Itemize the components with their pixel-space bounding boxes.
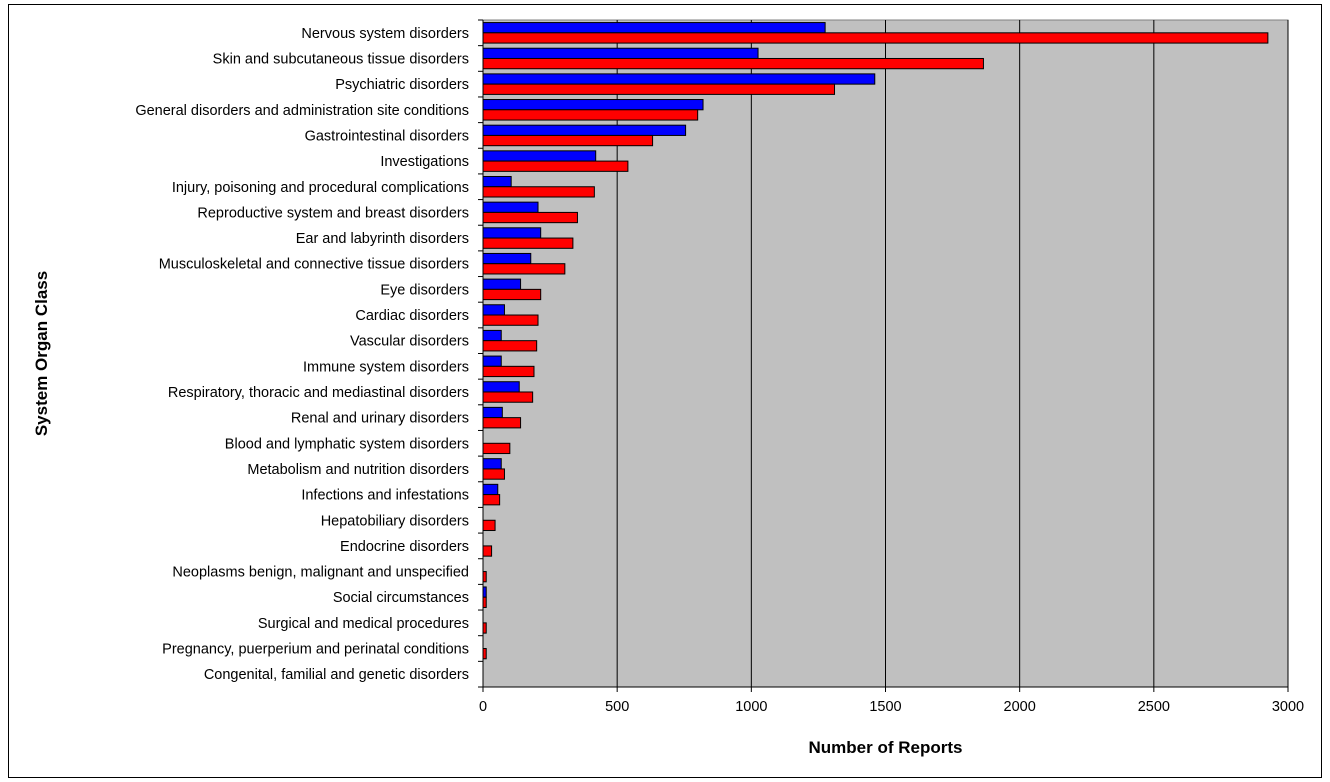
x-axis-title: Number of Reports	[809, 738, 963, 757]
bar	[482, 365, 535, 378]
bar	[482, 124, 687, 136]
category-label: Surgical and medical procedures	[258, 616, 469, 632]
bar	[482, 160, 629, 172]
category-label: Immune system disorders	[303, 359, 469, 375]
x-tick-label: 500	[605, 699, 629, 715]
x-tick-label: 3000	[1272, 699, 1304, 715]
bar	[482, 314, 539, 326]
category-label: Pregnancy, puerperium and perinatal cond…	[162, 642, 469, 658]
x-tick-labels: 0 500 1000 1500 2000 2500 3000	[479, 687, 1304, 715]
bar	[482, 22, 826, 34]
bar	[482, 519, 496, 532]
bar	[482, 391, 534, 403]
bar	[482, 458, 502, 470]
category-label: Respiratory, thoracic and mediastinal di…	[168, 385, 469, 401]
bar	[482, 109, 699, 121]
bar	[482, 304, 505, 316]
bar	[482, 99, 704, 111]
bar	[482, 175, 512, 188]
bar	[482, 406, 503, 419]
bar	[482, 483, 499, 496]
bar	[482, 237, 574, 249]
category-label: Endocrine disorders	[340, 539, 469, 555]
bar	[482, 57, 984, 70]
chart-svg: Nervous system disorders Skin and subcuta…	[32, 19, 1304, 757]
x-tick-label: 2500	[1138, 699, 1170, 715]
category-label: Injury, poisoning and procedural complic…	[172, 180, 469, 196]
y-axis-title: System Organ Class	[32, 271, 51, 436]
bar	[482, 227, 542, 239]
x-tick-label: 1500	[869, 699, 901, 715]
chart-frame: Nervous system disorders Skin and subcuta…	[8, 4, 1322, 778]
x-tick-label: 0	[479, 699, 487, 715]
bar	[482, 186, 595, 198]
bar	[482, 545, 493, 557]
category-label: Ear and labyrinth disorders	[296, 231, 469, 247]
category-label: Congenital, familial and genetic disorde…	[204, 667, 469, 683]
category-label: Psychiatric disorders	[335, 77, 469, 93]
bar	[482, 340, 538, 352]
category-label: Reproductive system and breast disorders	[197, 205, 469, 221]
category-label: Nervous system disorders	[301, 26, 469, 42]
category-label: Infections and infestations	[301, 488, 469, 504]
bar	[482, 150, 597, 162]
bar	[482, 47, 759, 59]
category-label: Metabolism and nutrition disorders	[247, 462, 469, 478]
category-label: Blood and lymphatic system disorders	[225, 436, 469, 452]
bar	[482, 381, 520, 393]
category-label: Musculoskeletal and connective tissue di…	[159, 257, 469, 273]
category-label: Skin and subcutaneous tissue disorders	[213, 51, 469, 67]
category-label: Cardiac disorders	[355, 308, 469, 324]
category-label: Eye disorders	[380, 282, 469, 298]
bar	[482, 494, 501, 506]
bar	[482, 278, 522, 290]
category-label: Renal and urinary disorders	[291, 411, 469, 427]
bar	[482, 355, 502, 367]
category-label: Hepatobiliary disorders	[321, 513, 469, 529]
category-label: Gastrointestinal disorders	[305, 128, 469, 144]
category-labels: Nervous system disorders Skin and subcuta…	[135, 26, 469, 683]
bar	[482, 329, 502, 342]
bar	[482, 468, 505, 480]
bar	[482, 83, 836, 95]
bar	[482, 263, 566, 275]
x-tick-label: 2000	[1004, 699, 1036, 715]
bar	[482, 288, 542, 301]
category-label: Vascular disorders	[350, 334, 469, 350]
category-label: General disorders and administration sit…	[135, 103, 469, 119]
bar	[482, 417, 522, 429]
bar	[482, 211, 578, 224]
bar	[482, 73, 876, 85]
bar	[482, 442, 511, 455]
x-tick-label: 1000	[735, 699, 767, 715]
bar	[482, 32, 1269, 44]
bar	[482, 252, 532, 265]
category-label: Investigations	[380, 154, 469, 170]
bar	[482, 134, 654, 147]
category-label: Social circumstances	[333, 590, 469, 606]
category-label: Neoplasms benign, malignant and unspecif…	[172, 565, 469, 581]
bar	[482, 201, 539, 213]
